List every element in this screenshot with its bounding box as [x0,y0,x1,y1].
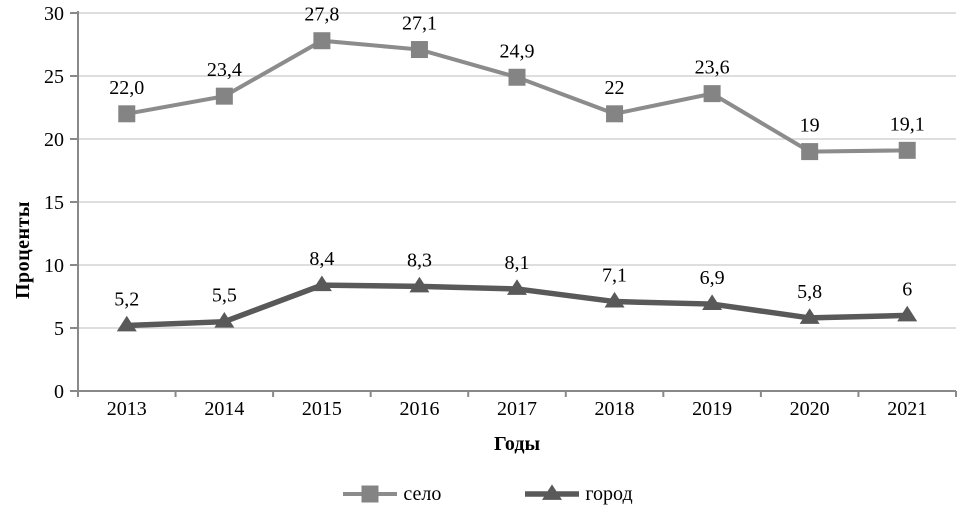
data-label: 8,3 [407,249,432,271]
triangle-marker-icon [604,291,625,308]
y-axis-title: Проценты [12,200,34,300]
triangle-marker-icon [702,294,723,310]
y-tick-label: 30 [44,3,64,25]
x-tick-label: 2018 [595,398,635,420]
legend-label: село [403,482,442,505]
legend-item-город: город [523,482,633,506]
square-legend-marker-icon [343,485,398,503]
x-tick-label: 2017 [497,398,537,420]
triangle-marker-icon [542,484,563,500]
legend-label: город [585,482,633,505]
data-label: 22,0 [109,77,144,99]
y-tick-label: 0 [54,381,64,403]
y-tick-label: 15 [44,192,64,214]
legend: село город [0,477,974,511]
square-marker-icon [801,143,819,161]
data-label: 23,4 [207,59,242,81]
data-label: 8,1 [505,252,530,274]
triangle-legend-marker-icon [525,484,580,500]
x-axis-title: Годы [493,433,541,455]
data-label: 24,9 [500,40,535,62]
y-tick-label: 20 [44,129,64,151]
x-tick-label: 2019 [692,398,732,420]
triangle-marker-icon [116,315,137,332]
data-label: 6 [902,278,912,300]
y-tick-label: 5 [54,318,64,340]
triangle-marker-icon [214,312,235,328]
square-marker-icon [898,141,916,159]
plot-area: 0 5 10 15 20 25 30 2013 2014 2015 2016 2017 2018 2019… [44,3,957,420]
data-label: 5,2 [114,288,139,310]
square-marker-icon [361,485,379,503]
data-label: 6,9 [700,267,725,289]
x-tick-label: 2016 [399,398,439,420]
square-marker-icon [703,85,721,103]
data-label: 19,1 [890,113,925,135]
data-label: 5,8 [797,281,822,303]
square-marker-icon [118,105,136,123]
triangle-marker-icon [507,279,527,295]
data-label: 27,8 [304,4,339,26]
square-marker-icon [215,87,233,105]
triangle-marker-icon [311,275,332,292]
x-tick-label: 2014 [204,398,244,420]
data-label: 27,1 [402,13,437,35]
square-marker-icon [313,32,331,50]
y-tick-label: 25 [44,66,64,88]
x-tick-label: 2015 [302,398,342,420]
x-tick-label: 2021 [887,398,927,420]
x-tick-label: 2013 [107,398,147,420]
square-marker-icon [606,105,624,123]
y-tick-label: 10 [44,255,64,277]
data-label: 22 [605,77,625,99]
square-marker-icon [410,41,428,59]
data-label: 23,6 [695,57,730,79]
data-label: 5,5 [212,285,237,307]
triangle-marker-icon [799,308,820,324]
data-label: 7,1 [602,265,627,287]
data-label: 19 [800,115,820,137]
data-label: 8,4 [309,248,334,270]
x-tick-label: 2020 [790,398,830,420]
triangle-marker-icon [409,276,430,293]
triangle-marker-icon [897,305,918,322]
square-marker-icon [508,68,526,86]
legend-item-село: село [341,483,441,506]
